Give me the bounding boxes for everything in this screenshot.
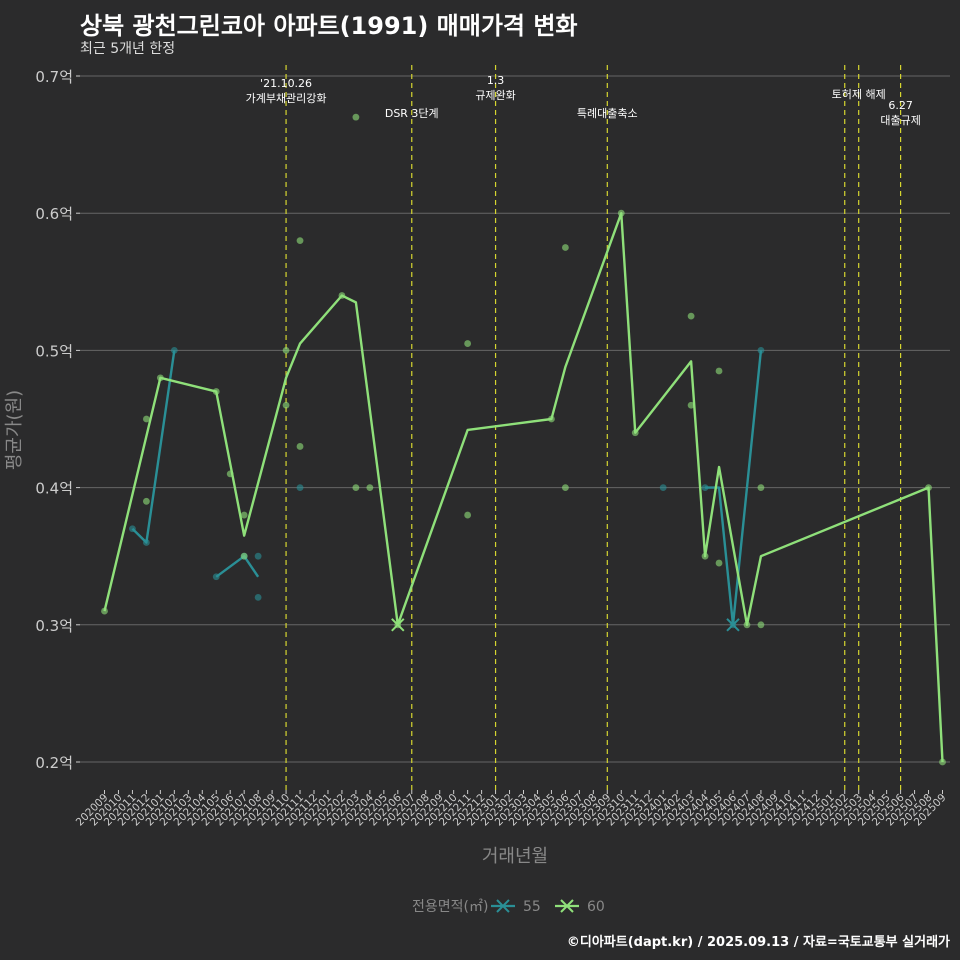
data-point-55: [254, 552, 262, 560]
data-point-60: [143, 415, 150, 423]
legend-label-60: 60: [587, 899, 605, 915]
cross-stroke: [726, 618, 740, 632]
data-point-55: [659, 484, 667, 491]
data-point-60: [464, 511, 472, 519]
y-tick-label: 0.6억: [35, 205, 73, 223]
data-point-60: [548, 415, 555, 423]
legend-item-60: 60: [555, 899, 605, 915]
cross-marker-55: [726, 618, 740, 632]
event-label: 6.27 대출규제: [880, 99, 920, 127]
data-point-55: [296, 484, 304, 491]
event-label: 토허제 해제: [832, 87, 886, 101]
data-point-55: [143, 539, 150, 546]
x-axis-title: 거래년월: [482, 846, 548, 867]
y-tick-label: 0.4억: [35, 480, 73, 498]
data-point-60: [352, 113, 360, 121]
y-tick-label: 0.3억: [35, 617, 73, 635]
y-tick-label: 0.5억: [35, 342, 73, 360]
legend-title: 전용면적(㎡): [412, 899, 488, 915]
data-point-60: [366, 484, 374, 491]
event-label: '21.10.26 가계부채관리강화: [246, 77, 327, 105]
y-tick-label: 0.7억: [35, 68, 73, 86]
data-point-60: [687, 312, 695, 320]
event-label: 특례대출축소: [577, 107, 638, 120]
data-point-60: [562, 484, 569, 491]
data-point-60: [338, 292, 346, 299]
data-point-55: [757, 347, 765, 354]
data-point-55: [254, 593, 262, 601]
data-point-60: [743, 621, 751, 629]
data-point-60: [925, 484, 932, 491]
cross-marker-60: [391, 618, 405, 632]
data-point-60: [715, 367, 723, 375]
legend-item-55: 55: [491, 899, 541, 915]
chart-title: 상북 광천그린코아 아파트(1991) 매매가격 변화: [80, 12, 578, 40]
data-point-60: [296, 237, 304, 245]
data-point-55: [212, 573, 220, 581]
data-point-55: [170, 347, 178, 354]
data-point-60: [757, 621, 765, 629]
data-point-60: [296, 443, 304, 450]
event-label: DSR 3단계: [385, 107, 439, 120]
data-point-60: [212, 388, 220, 395]
data-point-60: [352, 484, 360, 491]
data-point-55: [701, 484, 709, 491]
legend-key-cross: [496, 899, 510, 913]
data-point-60: [226, 470, 234, 478]
data-point-60: [687, 401, 695, 409]
chart-subtitle: 최근 5개년 한정: [80, 41, 176, 57]
series-line-55: [215, 555, 260, 578]
legend-label-55: 55: [523, 899, 541, 915]
y-axis-title: 평균가(원): [4, 390, 25, 470]
legend-key-cross: [560, 899, 574, 913]
data-point-60: [631, 429, 639, 437]
cross-stroke: [391, 618, 405, 632]
data-point-60: [156, 374, 164, 382]
data-point-60: [464, 340, 472, 347]
data-point-60: [101, 607, 108, 615]
event-label: 1.3 규제완화: [475, 74, 515, 102]
data-point-60: [715, 559, 723, 567]
data-point-60: [757, 484, 765, 491]
data-point-60: [282, 347, 290, 354]
chart-caption: ©디아파트(dapt.kr) / 2025.09.13 / 자료=국토교통부 실…: [566, 935, 950, 950]
y-tick-label: 0.2억: [35, 754, 73, 772]
data-point-60: [617, 209, 625, 217]
data-point-55: [129, 525, 136, 533]
data-point-60: [562, 244, 569, 251]
data-point-60: [240, 511, 248, 519]
data-point-60: [143, 497, 150, 505]
legend: 전용면적(㎡) 55 60: [412, 899, 605, 915]
data-point-60: [701, 552, 709, 560]
data-point-60: [240, 552, 248, 560]
data-point-60: [282, 401, 290, 409]
data-point-60: [939, 758, 946, 766]
series-line-55: [705, 350, 763, 626]
